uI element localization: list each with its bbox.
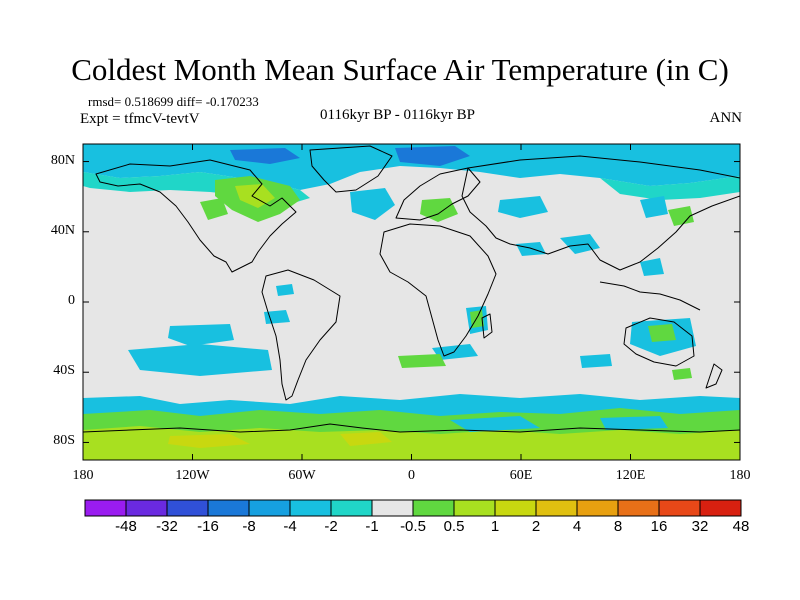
anomaly-region [580, 354, 612, 368]
anomaly-region [128, 344, 272, 376]
colorbar-box [658, 499, 701, 517]
anomaly-region [668, 206, 694, 226]
colorbar-label: 2 [531, 518, 541, 535]
colorbar-label: -2 [324, 518, 338, 535]
anomaly-region [340, 432, 392, 446]
colorbar-label: -1 [365, 518, 379, 535]
colorbar-box [576, 499, 619, 517]
x-tick-label: 180 [729, 468, 751, 483]
anomaly-region [168, 434, 250, 448]
coastline-new-zealand [705, 363, 723, 389]
anomaly-region [672, 368, 692, 380]
y-tick-label: 40N [50, 222, 75, 238]
coastline-north-america [95, 159, 297, 273]
coastline-australia [623, 317, 695, 367]
anomaly-region [398, 354, 446, 368]
anomaly-region [235, 184, 275, 208]
colorbar-box [125, 499, 168, 517]
anomaly-region [600, 416, 668, 430]
colorbar-label: -4 [283, 518, 297, 535]
coastline-antarctica [83, 423, 740, 433]
colorbar-label: 32 [691, 518, 709, 535]
colorbar-label: -8 [242, 518, 256, 535]
coastline-europe [395, 167, 481, 221]
anomaly-region [516, 242, 546, 256]
colorbar-label: 4 [572, 518, 582, 535]
colorbar-box [207, 499, 250, 517]
colorbar-label: -48 [115, 518, 137, 535]
coastline-madagascar [481, 313, 493, 339]
anomaly-region [560, 234, 600, 254]
colorbar-box [330, 499, 373, 517]
anomaly-region [395, 146, 470, 166]
colorbar-label: 8 [613, 518, 623, 535]
anomaly-region [640, 196, 668, 218]
anomaly-region [640, 258, 664, 276]
anomaly-region [83, 426, 740, 460]
y-tick-label: 80N [50, 152, 75, 168]
colorbar-box [166, 499, 209, 517]
colorbar-label: -0.5 [400, 518, 426, 535]
colorbar-box [453, 499, 496, 517]
x-tick-label: 120W [175, 468, 210, 483]
coastline-africa [379, 223, 497, 357]
anomaly-region [276, 284, 294, 296]
anomaly-region [200, 198, 228, 220]
anomaly-fields [83, 144, 740, 460]
anomaly-region [230, 148, 300, 164]
colorbar-label: 1 [490, 518, 500, 535]
colorbar-box [248, 499, 291, 517]
colorbar-label: 0.5 [443, 518, 465, 535]
colorbar-box [535, 499, 578, 517]
coastlines [83, 145, 740, 433]
period-label: 0116kyr BP - 0116kyr BP [320, 107, 476, 123]
coastline-greenland [309, 145, 393, 193]
x-tick-label: 60W [288, 468, 316, 483]
x-tick-label: 180 [72, 468, 94, 483]
y-tick-label: 0 [68, 293, 75, 308]
colorbar-box [84, 499, 127, 517]
colorbar-label: -32 [156, 518, 178, 535]
x-tick-label: 120E [615, 468, 646, 483]
anomaly-region [498, 196, 548, 218]
season-label: ANN [709, 110, 743, 126]
coastline-asia [461, 155, 740, 271]
coastline-indonesia [599, 281, 701, 311]
anomaly-region [450, 416, 540, 432]
colorbar-label: -16 [197, 518, 219, 535]
colorbar-box [494, 499, 537, 517]
anomaly-region [420, 198, 458, 222]
x-tick-label: 0 [408, 468, 415, 483]
anomaly-region [350, 188, 395, 220]
anomaly-region [648, 324, 676, 342]
y-tick-label: 40S [53, 363, 75, 379]
map-title: Coldest Month Mean Surface Air Temperatu… [71, 52, 729, 87]
colorbar-box [371, 499, 414, 517]
anomaly-region [600, 176, 740, 200]
colorbar-box [289, 499, 332, 517]
colorbar-label: 16 [650, 518, 668, 535]
coastline-south-america [261, 269, 341, 401]
colorbar-box [412, 499, 455, 517]
colorbar-box [617, 499, 660, 517]
y-tick-label: 80S [53, 433, 75, 449]
axis-ticks [82, 144, 741, 460]
experiment-label: Expt = tfmcV-tevtV [80, 111, 200, 127]
colorbar-box [699, 499, 742, 517]
colorbar-label: 48 [732, 518, 750, 535]
rmsd-diff-stats: rmsd= 0.518699 diff= -0.170233 [88, 94, 259, 109]
anomaly-region [168, 324, 234, 346]
x-tick-label: 60E [509, 468, 533, 483]
